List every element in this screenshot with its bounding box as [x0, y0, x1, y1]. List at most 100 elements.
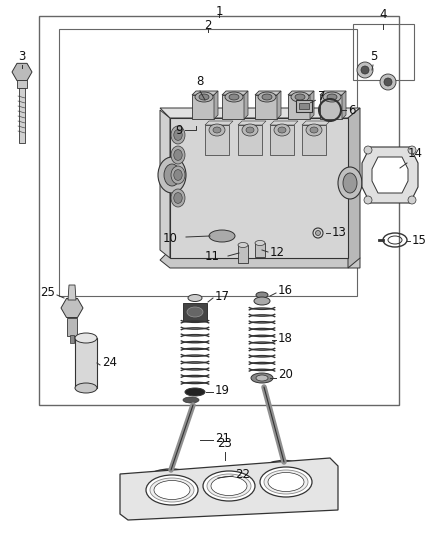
Ellipse shape: [174, 150, 182, 160]
Polygon shape: [160, 108, 360, 118]
Ellipse shape: [343, 173, 357, 193]
Ellipse shape: [153, 472, 189, 484]
Polygon shape: [362, 147, 418, 203]
Bar: [192, 95, 214, 119]
Bar: [205, 125, 229, 155]
Polygon shape: [238, 121, 266, 125]
Text: 13: 13: [332, 227, 347, 239]
Ellipse shape: [380, 74, 396, 90]
Ellipse shape: [270, 463, 298, 473]
Polygon shape: [348, 108, 360, 268]
Polygon shape: [270, 121, 298, 125]
Text: 21: 21: [215, 432, 230, 445]
Ellipse shape: [256, 375, 268, 381]
Ellipse shape: [291, 92, 309, 102]
Polygon shape: [214, 91, 218, 119]
Ellipse shape: [262, 94, 272, 100]
Ellipse shape: [242, 124, 258, 136]
Bar: [296, 100, 312, 112]
Ellipse shape: [238, 243, 248, 247]
Ellipse shape: [187, 307, 203, 317]
Ellipse shape: [75, 383, 97, 393]
Ellipse shape: [185, 388, 205, 396]
Bar: [70, 335, 74, 343]
Ellipse shape: [154, 481, 190, 499]
Bar: [75, 338, 97, 388]
Text: 14: 14: [408, 147, 423, 160]
Ellipse shape: [174, 169, 182, 180]
Polygon shape: [120, 458, 338, 520]
Text: 16: 16: [278, 284, 293, 296]
Ellipse shape: [209, 124, 225, 136]
Polygon shape: [68, 285, 76, 300]
Ellipse shape: [408, 146, 416, 154]
Ellipse shape: [408, 196, 416, 204]
Ellipse shape: [171, 146, 185, 164]
Bar: [353, 24, 414, 80]
Bar: [288, 95, 310, 119]
Ellipse shape: [310, 127, 318, 133]
Ellipse shape: [164, 164, 180, 186]
Ellipse shape: [323, 92, 341, 102]
Bar: [19, 88, 25, 143]
Ellipse shape: [158, 157, 186, 193]
Ellipse shape: [174, 192, 182, 204]
Text: 9: 9: [176, 124, 183, 136]
Ellipse shape: [254, 297, 270, 305]
Ellipse shape: [146, 475, 198, 505]
Text: 10: 10: [163, 231, 178, 245]
Bar: [170, 118, 348, 258]
Text: 8: 8: [196, 75, 204, 88]
Bar: [39, 16, 399, 405]
Bar: [270, 125, 294, 155]
Polygon shape: [320, 91, 346, 95]
Ellipse shape: [327, 94, 337, 100]
Ellipse shape: [251, 373, 273, 383]
Text: 19: 19: [215, 384, 230, 397]
Text: 7: 7: [318, 90, 325, 102]
Polygon shape: [302, 121, 330, 125]
Ellipse shape: [195, 92, 213, 102]
Ellipse shape: [364, 196, 372, 204]
Bar: [255, 243, 265, 257]
Ellipse shape: [171, 126, 185, 144]
Text: 24: 24: [102, 357, 117, 369]
Polygon shape: [192, 91, 218, 95]
Text: 6: 6: [348, 103, 356, 117]
Text: 22: 22: [235, 467, 250, 481]
Polygon shape: [255, 91, 281, 95]
Text: 2: 2: [204, 19, 212, 32]
Polygon shape: [342, 91, 346, 119]
Polygon shape: [222, 91, 248, 95]
Ellipse shape: [338, 167, 362, 199]
Text: 3: 3: [18, 50, 26, 63]
Text: 17: 17: [215, 289, 230, 303]
Text: 18: 18: [278, 332, 293, 344]
Text: 20: 20: [278, 367, 293, 381]
Bar: [238, 245, 248, 263]
Ellipse shape: [209, 230, 235, 242]
Polygon shape: [288, 91, 314, 95]
Bar: [238, 125, 262, 155]
Ellipse shape: [264, 470, 308, 494]
Bar: [320, 95, 342, 119]
Ellipse shape: [207, 474, 251, 498]
Text: 23: 23: [218, 437, 233, 450]
Ellipse shape: [265, 461, 303, 475]
Ellipse shape: [199, 94, 209, 100]
Polygon shape: [244, 91, 248, 119]
Ellipse shape: [225, 92, 243, 102]
Ellipse shape: [278, 127, 286, 133]
Ellipse shape: [246, 127, 254, 133]
Bar: [183, 303, 207, 321]
Ellipse shape: [213, 127, 221, 133]
Text: 12: 12: [270, 246, 285, 259]
Ellipse shape: [211, 477, 247, 496]
Polygon shape: [372, 157, 408, 193]
Ellipse shape: [229, 94, 239, 100]
Bar: [67, 318, 77, 336]
Bar: [17, 80, 27, 88]
Ellipse shape: [255, 240, 265, 246]
Text: 25: 25: [40, 287, 55, 300]
Ellipse shape: [357, 62, 373, 78]
